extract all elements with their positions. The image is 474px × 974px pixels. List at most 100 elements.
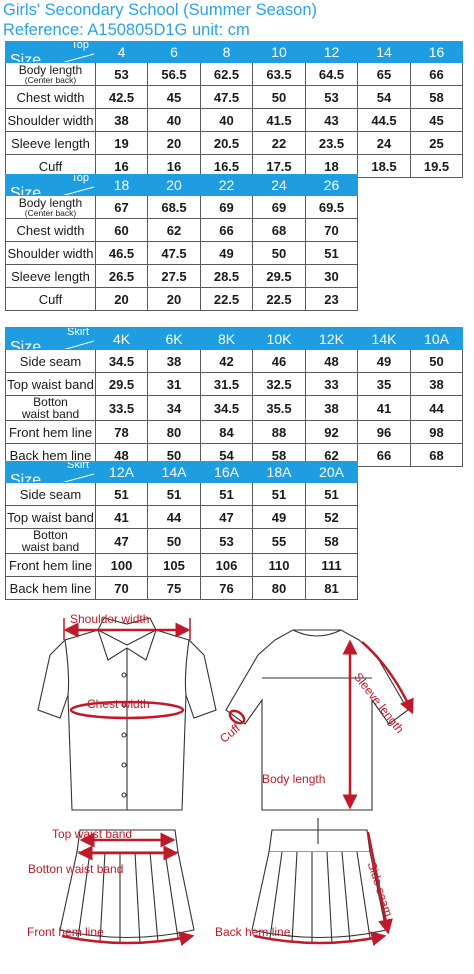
front-hem-line-label: Front hem line xyxy=(27,925,104,939)
table-row: Top waist band 41 44 47 49 52 xyxy=(5,505,358,529)
cuff-line xyxy=(228,709,246,725)
value-cell: 62.5 xyxy=(200,62,253,86)
value-cell: 33.5 xyxy=(95,395,148,421)
value-cell: 19.5 xyxy=(410,154,463,178)
value-cell: 65 xyxy=(357,62,411,86)
value-cell: 52 xyxy=(305,505,358,529)
diagonal-divider xyxy=(64,53,95,62)
value-cell: 96 xyxy=(357,420,411,444)
value-cell: 18.5 xyxy=(357,154,411,178)
value-cell: 20 xyxy=(147,131,201,155)
value-cell: 22 xyxy=(252,131,306,155)
size-header: 12A xyxy=(95,461,148,483)
value-cell: 58 xyxy=(305,528,358,554)
size-header: 16 xyxy=(410,41,463,63)
value-cell: 53 xyxy=(200,528,253,554)
value-cell: 45 xyxy=(410,108,463,132)
row-label-sub: (Center back) xyxy=(24,74,77,85)
table-row: Front hem line 100 105 106 110 111 xyxy=(5,553,358,577)
value-cell: 42 xyxy=(200,349,253,373)
value-cell: 58 xyxy=(410,85,463,109)
body-length-label: Body length xyxy=(262,772,326,786)
value-cell: 50 xyxy=(252,241,306,265)
table-row: Chest width 60 62 66 68 70 xyxy=(5,218,358,242)
sleeve-length-line xyxy=(361,641,414,715)
value-cell: 40 xyxy=(147,108,201,132)
document-title: Girls' Secondary School (Summer Season) xyxy=(3,1,318,19)
size-header: 8K xyxy=(200,327,253,350)
value-cell: 26.5 xyxy=(95,264,148,288)
row-label-sub: (Center back) xyxy=(24,207,77,218)
skirt-back-illustration xyxy=(251,818,387,945)
value-cell: 66 xyxy=(410,62,463,86)
table-row: Sleeve length 19 20 20.5 22 23.5 24 25 xyxy=(5,131,463,155)
value-cell: 24 xyxy=(357,131,411,155)
size-header: 16A xyxy=(200,461,253,483)
row-label: Side seam xyxy=(5,482,96,506)
value-cell: 70 xyxy=(305,218,358,242)
shirt-front-illustration xyxy=(37,617,217,811)
top-waist-band-label: Top waist band xyxy=(52,827,133,841)
row-label-line1: Botton xyxy=(33,395,68,409)
value-cell: 25 xyxy=(410,131,463,155)
value-cell: 50 xyxy=(147,528,201,554)
value-cell: 41.5 xyxy=(252,108,306,132)
value-cell: 50 xyxy=(252,85,306,109)
size-corner-cell: Size Top xyxy=(5,174,96,196)
value-cell: 80 xyxy=(147,420,201,444)
chest-width-label: Chest width xyxy=(87,697,150,711)
value-cell: 110 xyxy=(252,553,306,577)
size-header: 18 xyxy=(95,174,148,196)
value-cell: 34.5 xyxy=(95,349,148,373)
value-cell: 32.5 xyxy=(252,372,306,396)
value-cell: 41 xyxy=(95,505,148,529)
row-label: Top waist band xyxy=(5,505,96,529)
table-header-row: Size Skirt 12A 14A 16A 18A 20A xyxy=(5,461,358,483)
row-label: Back hem line xyxy=(5,576,96,600)
table-header-row: Size Top 18 20 22 24 26 xyxy=(5,174,358,196)
value-cell: 67 xyxy=(95,195,148,219)
value-cell: 98 xyxy=(410,420,463,444)
row-label: Chest width xyxy=(5,85,96,109)
value-cell: 105 xyxy=(147,553,201,577)
value-cell: 46.5 xyxy=(95,241,148,265)
reference-line: Reference: A150805D1G unit: cm xyxy=(3,21,250,39)
value-cell: 63.5 xyxy=(252,62,306,86)
top-size-table-2: Size Top 18 20 22 24 26 Body length (Cent… xyxy=(5,174,358,311)
size-header: 14 xyxy=(357,41,411,63)
value-cell: 51 xyxy=(252,482,306,506)
size-header: 6K xyxy=(147,327,201,350)
value-cell: 40 xyxy=(200,108,253,132)
size-header: 10 xyxy=(252,41,306,63)
row-label: Body length (Center back) xyxy=(5,195,96,219)
measurement-lines xyxy=(61,618,414,946)
size-header: 18A xyxy=(252,461,306,483)
value-cell: 81 xyxy=(305,576,358,600)
value-cell: 20.5 xyxy=(200,131,253,155)
size-header: 20 xyxy=(147,174,201,196)
row-label: Side seam xyxy=(5,349,96,373)
row-label: Front hem line xyxy=(5,420,96,444)
value-cell: 100 xyxy=(95,553,148,577)
table-row: Front hem line 78 80 84 88 92 96 98 xyxy=(5,420,463,444)
value-cell: 44.5 xyxy=(357,108,411,132)
table-row: Shoulder width 38 40 40 41.5 43 44.5 45 xyxy=(5,108,463,132)
value-cell: 45 xyxy=(147,85,201,109)
value-cell: 48 xyxy=(305,349,358,373)
row-label-line1: Botton xyxy=(33,528,68,542)
value-cell: 29.5 xyxy=(95,372,148,396)
size-header: 22 xyxy=(200,174,253,196)
row-label: Botton waist band xyxy=(5,395,96,421)
front-hem-line-mark xyxy=(61,931,195,946)
back-hem-line-mark xyxy=(253,931,387,946)
corner-category-label: Top xyxy=(71,41,89,52)
size-header: 14K xyxy=(357,327,411,350)
diagonal-divider xyxy=(64,473,95,482)
row-label: Sleeve length xyxy=(5,264,96,288)
table-header-row: Size Top 4 6 8 10 12 14 16 xyxy=(5,41,463,63)
value-cell: 28.5 xyxy=(200,264,253,288)
value-cell: 66 xyxy=(357,443,411,467)
value-cell: 47 xyxy=(200,505,253,529)
row-label: Shoulder width xyxy=(5,108,96,132)
skirt-size-table-2: Size Skirt 12A 14A 16A 18A 20A Side seam… xyxy=(5,461,358,600)
